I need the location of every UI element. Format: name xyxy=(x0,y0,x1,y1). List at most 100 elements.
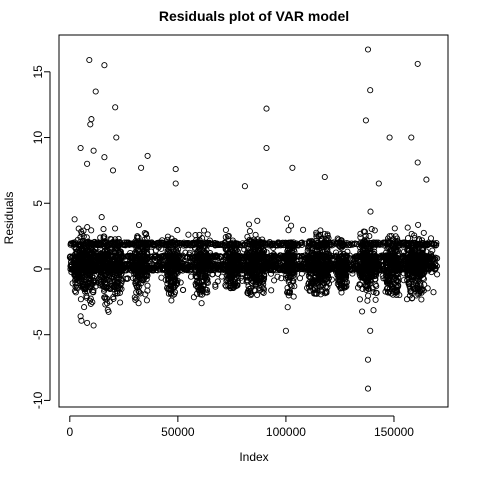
data-point xyxy=(300,226,307,233)
data-point xyxy=(84,279,91,286)
data-point xyxy=(122,267,129,274)
data-point xyxy=(239,277,246,284)
data-point xyxy=(265,240,272,247)
data-point xyxy=(117,248,124,255)
data-point xyxy=(323,244,331,251)
data-point xyxy=(392,274,399,281)
data-point xyxy=(415,221,422,228)
data-point xyxy=(202,289,209,296)
data-point xyxy=(335,242,343,249)
data-point xyxy=(164,242,171,249)
data-point xyxy=(411,269,418,276)
data-point xyxy=(298,241,306,248)
data-point xyxy=(321,290,329,297)
data-point xyxy=(125,240,132,247)
data-point xyxy=(141,229,148,237)
data-point xyxy=(246,238,253,245)
data-point xyxy=(165,290,172,297)
data-point xyxy=(382,288,389,295)
data-point xyxy=(204,231,211,238)
data-point xyxy=(72,279,79,287)
data-point xyxy=(332,249,340,256)
data-point xyxy=(135,281,142,288)
data-point xyxy=(405,281,412,288)
data-point xyxy=(86,274,93,281)
data-point xyxy=(173,243,180,250)
data-point xyxy=(314,267,321,274)
data-point xyxy=(414,282,421,289)
data-point xyxy=(326,239,333,246)
data-point xyxy=(97,242,104,249)
data-point xyxy=(102,301,109,308)
data-point xyxy=(192,267,199,274)
data-point xyxy=(336,265,343,272)
data-point xyxy=(144,287,151,294)
data-point xyxy=(186,251,193,258)
data-point xyxy=(363,286,370,293)
data-point xyxy=(313,237,320,245)
data-point xyxy=(427,235,435,242)
data-point xyxy=(394,260,401,267)
data-point xyxy=(317,291,324,298)
data-point xyxy=(349,241,356,248)
data-point xyxy=(85,271,92,278)
data-point xyxy=(335,236,342,243)
data-point xyxy=(263,257,270,264)
data-point xyxy=(235,241,242,249)
data-point xyxy=(268,287,275,294)
data-point xyxy=(321,230,328,237)
data-point xyxy=(356,251,363,258)
data-point xyxy=(138,276,145,283)
data-point xyxy=(306,270,314,277)
data-point xyxy=(84,244,91,252)
data-point xyxy=(115,235,122,242)
data-point xyxy=(195,241,202,248)
data-point xyxy=(159,237,166,244)
data-point xyxy=(142,242,149,250)
data-point xyxy=(103,266,110,273)
data-points xyxy=(66,46,441,392)
data-point xyxy=(89,299,96,306)
data-point xyxy=(344,265,351,273)
data-point xyxy=(409,277,416,284)
data-point xyxy=(225,270,232,277)
data-point xyxy=(386,238,393,245)
data-point xyxy=(314,285,321,292)
data-point xyxy=(254,261,261,269)
data-point xyxy=(400,277,407,284)
data-point xyxy=(186,240,193,247)
data-point xyxy=(214,270,222,277)
data-point xyxy=(261,273,268,280)
data-point xyxy=(296,275,304,282)
data-point xyxy=(252,231,259,238)
data-point xyxy=(245,221,253,228)
data-point xyxy=(342,270,349,278)
data-point xyxy=(367,208,374,215)
data-point xyxy=(124,239,132,247)
data-point xyxy=(222,226,229,234)
data-point xyxy=(111,248,118,255)
data-point xyxy=(393,248,400,255)
data-point xyxy=(358,254,365,261)
data-point xyxy=(258,274,265,282)
data-point xyxy=(278,275,285,282)
data-point xyxy=(289,264,296,271)
data-point xyxy=(430,240,437,247)
data-point xyxy=(417,282,424,289)
data-point xyxy=(356,296,363,303)
data-point xyxy=(111,261,118,268)
data-point xyxy=(305,245,312,252)
data-point xyxy=(302,260,309,267)
data-point xyxy=(188,262,195,269)
data-point xyxy=(321,271,328,278)
data-point xyxy=(121,239,128,246)
data-point xyxy=(71,216,78,223)
data-point xyxy=(281,266,288,273)
data-point xyxy=(72,289,79,296)
data-point xyxy=(177,279,184,286)
data-point xyxy=(91,238,98,245)
data-point xyxy=(307,264,314,271)
data-point xyxy=(298,239,306,246)
data-point xyxy=(106,298,113,305)
